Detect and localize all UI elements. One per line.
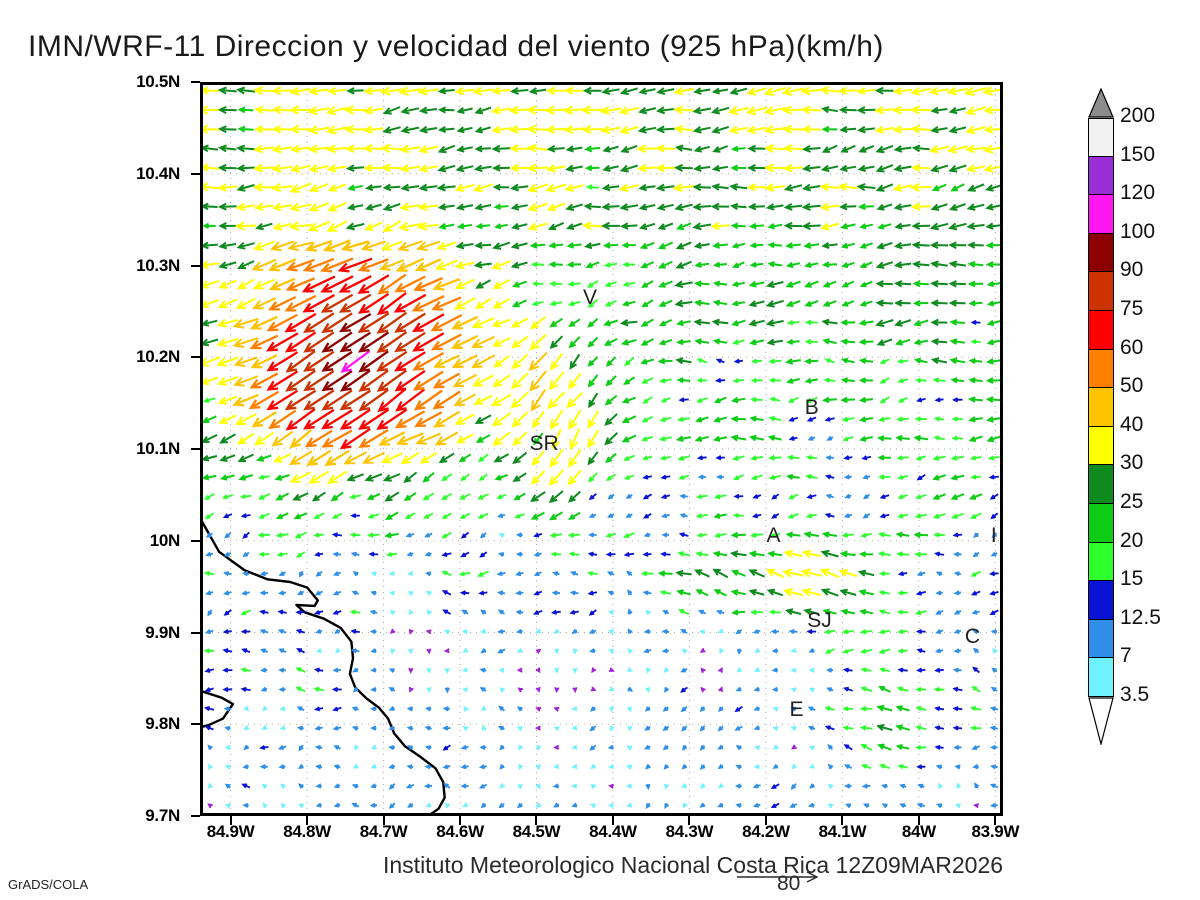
y-axis-tick-label: 10.2N — [136, 347, 180, 367]
colorbar-tick-label: 100 — [1120, 219, 1156, 243]
colorbar-top-cap — [1088, 88, 1114, 118]
colorbar-band — [1088, 156, 1114, 196]
x-axis-tick-label: 84.2W — [742, 822, 790, 841]
x-axis-tick — [535, 816, 538, 825]
x-axis-tick-label: 84.8W — [283, 822, 331, 841]
colorbar-tick-label: 200 — [1120, 104, 1156, 128]
chart-title: IMN/WRF-11 Direccion y velocidad del vie… — [28, 30, 884, 63]
colorbar-tick-label: 3.5 — [1120, 683, 1150, 707]
colorbar-band — [1088, 426, 1114, 466]
colorbar-band — [1088, 619, 1114, 659]
city-label-sj: SJ — [807, 609, 832, 633]
colorbar-band — [1088, 581, 1114, 620]
x-axis-tick-label: 83.9W — [971, 822, 1020, 841]
colorbar-band — [1088, 272, 1114, 311]
colorbar-band — [1088, 503, 1114, 543]
x-axis-tick — [917, 816, 920, 825]
colorbar-tick-label: 20 — [1120, 528, 1144, 552]
y-axis-tick-label: 10.1N — [136, 439, 180, 458]
x-axis-tick — [994, 816, 997, 825]
y-axis-tick-label: 10.4N — [136, 163, 180, 183]
x-axis-tick-label: 84.5W — [512, 822, 561, 841]
x-axis-tick-label: 84.4W — [589, 822, 637, 841]
y-axis-tick — [191, 723, 200, 726]
colorbar-tick-label: 30 — [1120, 451, 1144, 475]
colorbar-tick-label: 25 — [1120, 490, 1144, 514]
y-axis-tick-label: 9.9N — [145, 622, 180, 642]
reference-vector-label: 80 — [777, 872, 801, 895]
footer-institute: Instituto Meteorologico Nacional Costa R… — [383, 852, 1004, 878]
y-axis-tick — [191, 815, 200, 817]
colorbar-band — [1088, 195, 1114, 234]
x-axis-tick — [688, 816, 691, 825]
x-axis-tick — [306, 816, 309, 825]
y-axis-tick — [191, 631, 200, 634]
y-axis-tick-label: 10.3N — [136, 255, 180, 275]
city-label-i: I — [990, 524, 997, 548]
colorbar-tick-label: 75 — [1120, 297, 1144, 321]
y-axis-tick — [191, 448, 200, 450]
y-axis-tick — [191, 172, 200, 175]
colorbar-tick-label: 60 — [1120, 335, 1144, 359]
city-label-b: B — [804, 395, 819, 419]
y-axis-tick — [191, 539, 200, 542]
colorbar-tick-label: 40 — [1120, 412, 1144, 436]
x-axis-tick — [382, 816, 385, 825]
colorbar-tick-label: 7 — [1120, 644, 1132, 668]
colorbar-band — [1088, 465, 1114, 504]
x-axis-tick-label: 84.3W — [665, 822, 714, 841]
city-label-c: C — [964, 625, 980, 649]
wind-vector-plot — [200, 82, 1003, 816]
x-axis-tick — [459, 816, 462, 825]
y-axis-tick-label: 9.7N — [145, 806, 180, 825]
colorbar-band — [1088, 542, 1114, 582]
colorbar — [1088, 118, 1114, 697]
y-axis-tick-label: 10N — [149, 530, 181, 550]
x-axis-tick-label: 84.7W — [359, 822, 408, 841]
city-label-a: A — [766, 524, 781, 548]
y-axis-tick — [191, 81, 200, 83]
x-axis-tick-label: 84.1W — [818, 822, 867, 841]
city-label-sr: SR — [529, 432, 559, 456]
x-axis-tick — [229, 816, 232, 825]
quiver-canvas — [200, 82, 1003, 816]
colorbar-tick-label: 150 — [1120, 142, 1156, 166]
colorbar-tick-label: 120 — [1120, 181, 1156, 205]
y-axis-tick-label: 9.8N — [145, 714, 180, 734]
colorbar-tick-label: 90 — [1120, 258, 1144, 282]
colorbar-band — [1088, 349, 1114, 389]
colorbar-band — [1088, 233, 1114, 273]
x-axis-tick — [611, 816, 614, 825]
y-axis-tick — [191, 356, 200, 359]
x-axis-tick-label: 84.9W — [206, 822, 255, 841]
city-label-v: V — [583, 285, 598, 309]
colorbar-band — [1088, 658, 1114, 697]
grads-watermark: GrADS/COLA — [8, 877, 89, 892]
colorbar-bottom-cap — [1088, 697, 1114, 745]
colorbar-tick-label: 15 — [1120, 567, 1144, 591]
x-axis-tick — [764, 816, 767, 825]
colorbar-band — [1088, 388, 1114, 427]
city-label-e: E — [789, 698, 804, 722]
y-axis-tick-label: 10.5N — [136, 72, 180, 91]
colorbar-band — [1088, 118, 1114, 157]
y-axis-tick — [191, 264, 200, 267]
colorbar-tick-label: 50 — [1120, 374, 1144, 398]
reference-vector-arrow — [737, 871, 819, 883]
x-axis-tick-label: 84W — [901, 822, 936, 841]
colorbar-tick-label: 12.5 — [1120, 605, 1161, 629]
x-axis-tick-label: 84.6W — [436, 822, 484, 841]
x-axis-tick — [841, 816, 844, 825]
colorbar-band — [1088, 310, 1114, 350]
